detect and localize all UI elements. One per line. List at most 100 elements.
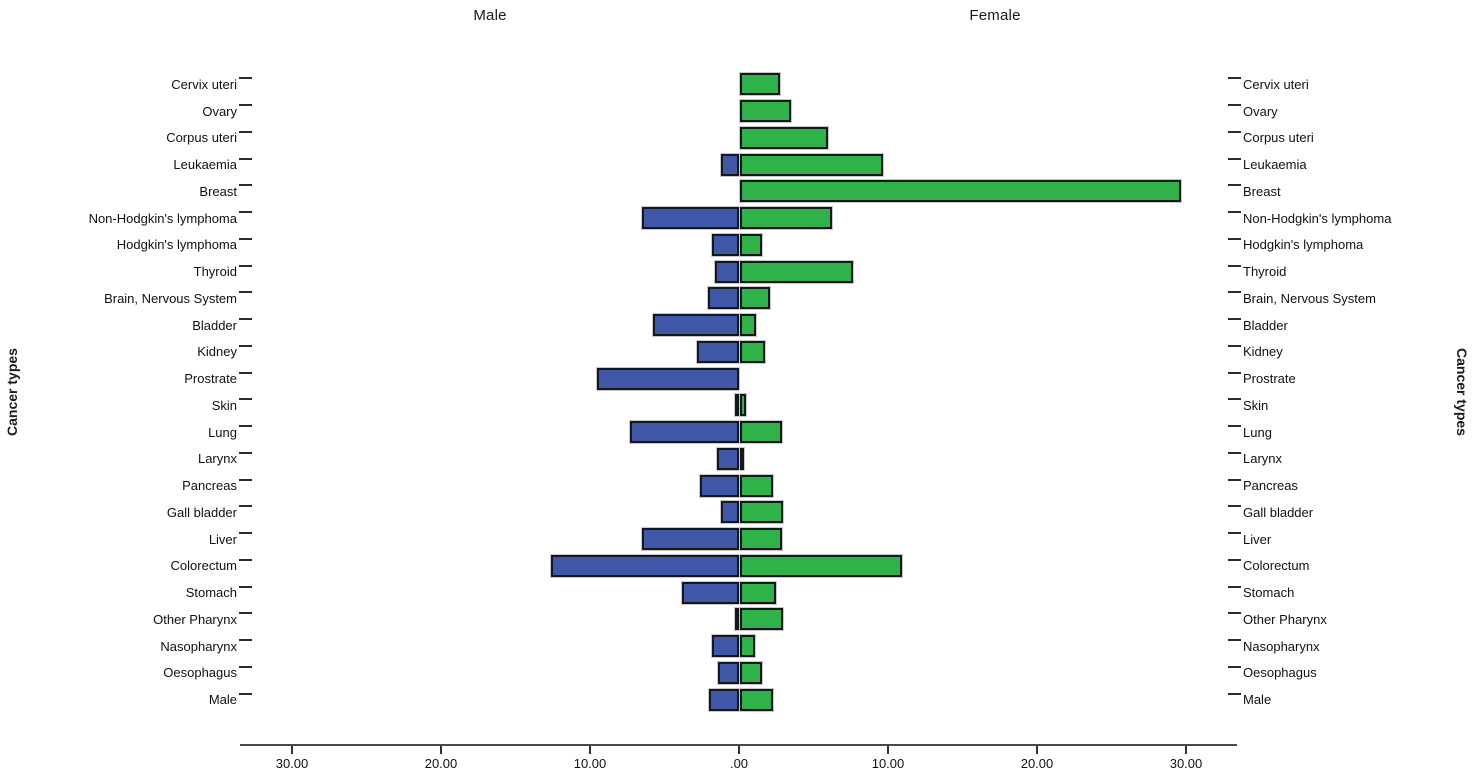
female-bar [740, 260, 854, 283]
x-axis-tick [440, 746, 442, 754]
category-tick-right [1228, 344, 1241, 347]
category-tick-right [1228, 398, 1241, 401]
category-label-right: Corpus uteri [1243, 130, 1314, 146]
category-tick-left [239, 104, 252, 107]
category-tick-left [239, 371, 252, 374]
category-tick-right [1228, 318, 1241, 321]
female-bar [740, 153, 884, 176]
female-bar [740, 126, 828, 149]
category-label-right: Gall bladder [1243, 504, 1314, 520]
category-tick-right [1228, 639, 1241, 642]
male-bar [642, 528, 739, 551]
male-bar [712, 233, 739, 256]
category-tick-left [239, 77, 252, 80]
female-bar [740, 394, 746, 417]
category-label-right: Colorectum [1243, 558, 1310, 574]
male-bar [642, 207, 739, 230]
x-axis-tick [1036, 746, 1038, 754]
category-tick-right [1228, 264, 1241, 267]
category-label-left: Skin [211, 397, 237, 413]
x-axis-tick [291, 746, 293, 754]
female-bar [740, 447, 745, 470]
category-label-right: Ovary [1243, 103, 1278, 119]
male-bar [597, 367, 739, 390]
category-tick-right [1228, 478, 1241, 481]
category-label-right: Thyroid [1243, 264, 1287, 280]
category-label-right: Pancreas [1243, 478, 1298, 494]
x-axis-tick-label: 30.00 [275, 756, 309, 771]
female-bar [740, 287, 770, 310]
female-bar [740, 207, 833, 230]
category-tick-left [239, 692, 252, 695]
female-bar [740, 608, 784, 631]
category-label-right: Kidney [1243, 344, 1283, 360]
category-tick-left [239, 478, 252, 481]
female-bar [740, 661, 763, 684]
category-label-right: Lung [1243, 424, 1272, 440]
male-bar [551, 554, 739, 577]
category-label-left: Lung [208, 424, 237, 440]
female-bar [740, 314, 757, 337]
category-label-right: Stomach [1243, 585, 1295, 601]
category-label-right: Cervix uteri [1243, 76, 1309, 92]
category-label-left: Leukaemia [173, 157, 237, 173]
female-bar [740, 635, 755, 658]
category-tick-right [1228, 104, 1241, 107]
category-label-left: Oesophagus [163, 665, 237, 681]
category-tick-left [239, 612, 252, 615]
x-axis-line [240, 744, 1237, 746]
male-bar [715, 260, 739, 283]
category-tick-left [239, 505, 252, 508]
category-label-left: Prostrate [184, 371, 237, 387]
category-tick-left [239, 451, 252, 454]
x-axis-tick [589, 746, 591, 754]
category-label-left: Pancreas [182, 478, 237, 494]
x-axis-tick [738, 746, 740, 754]
category-tick-left [239, 532, 252, 535]
category-label-right: Larynx [1243, 451, 1283, 467]
category-tick-left [239, 558, 252, 561]
male-bar [712, 635, 739, 658]
category-tick-right [1228, 585, 1241, 588]
male-bar [682, 581, 739, 604]
female-bar [740, 474, 773, 497]
category-tick-right [1228, 130, 1241, 133]
female-bar [740, 528, 782, 551]
category-tick-left [239, 184, 252, 187]
female-bar [740, 421, 782, 444]
category-tick-left [239, 585, 252, 588]
category-label-right: Oesophagus [1243, 665, 1317, 681]
female-bar [740, 73, 781, 96]
category-tick-left [239, 639, 252, 642]
category-label-right: Non-Hodgkin's lymphoma [1243, 210, 1392, 226]
x-axis-tick-label: 20.00 [424, 756, 458, 771]
category-tick-right [1228, 77, 1241, 80]
category-label-left: Breast [199, 183, 237, 199]
category-tick-left [239, 264, 252, 267]
category-tick-right [1228, 291, 1241, 294]
x-axis-tick [1185, 746, 1187, 754]
category-label-left: Ovary [202, 103, 237, 119]
category-tick-left [239, 318, 252, 321]
category-tick-left [239, 157, 252, 160]
female-bar [740, 340, 766, 363]
category-label-left: Gall bladder [166, 504, 237, 520]
male-bar [721, 153, 739, 176]
x-axis-tick-label: 20.00 [1020, 756, 1054, 771]
x-axis-tick-label: 30.00 [1169, 756, 1203, 771]
category-label-left: Liver [208, 531, 237, 547]
category-tick-right [1228, 451, 1241, 454]
category-tick-right [1228, 237, 1241, 240]
female-bar [740, 554, 903, 577]
category-label-left: Brain, Nervous System [104, 290, 237, 306]
category-tick-right [1228, 184, 1241, 187]
category-tick-right [1228, 532, 1241, 535]
female-bar [740, 233, 763, 256]
category-label-right: Breast [1243, 183, 1281, 199]
category-tick-right [1228, 211, 1241, 214]
category-label-right: Bladder [1243, 317, 1288, 333]
male-bar [716, 447, 739, 470]
category-label-left: Male [208, 692, 237, 708]
female-bar [740, 581, 776, 604]
x-axis-tick-label: .00 [729, 756, 749, 771]
